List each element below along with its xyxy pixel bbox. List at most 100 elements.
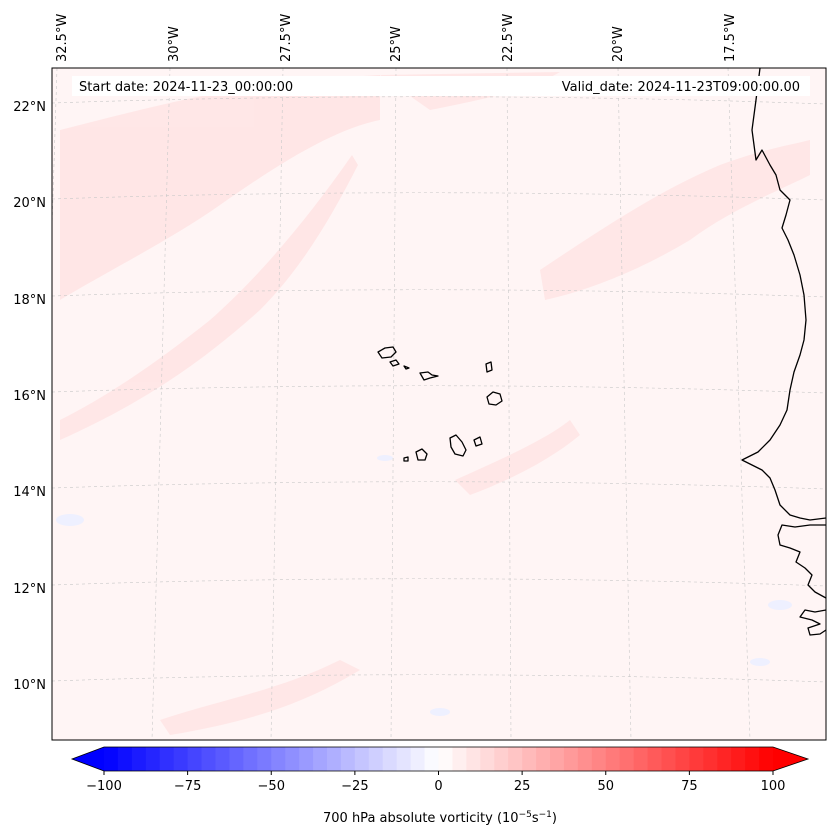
colorbar-tick-label: 25 [514, 779, 531, 794]
colorbar-title-main: 700 hPa absolute vorticity (10 [323, 811, 519, 826]
coastlines [377, 68, 826, 636]
negative-vorticity-spots [56, 455, 792, 716]
colorbar-bin [619, 747, 635, 771]
colorbar-bin [550, 747, 565, 771]
vorticity-band-east [540, 140, 810, 300]
colorbar-bin [731, 747, 746, 771]
africa-coastline-south [777, 524, 826, 599]
colorbar-title: 700 hPa absolute vorticity (10−5s−1) [323, 810, 557, 826]
vorticity-band-south [160, 660, 360, 735]
parallel-line [52, 481, 826, 490]
colorbar-bin [104, 747, 119, 771]
colorbar-ticks: −100 −75 −50 −25 0 25 50 75 100 [86, 771, 785, 794]
lon-label: 20°W [611, 26, 626, 62]
colorbar-bin [173, 747, 189, 771]
parallel-line [52, 192, 826, 201]
meridian-line [727, 68, 751, 740]
map-panel [52, 68, 826, 740]
lat-label: 10°N [13, 678, 46, 693]
colorbar-tick-label: 0 [434, 779, 442, 794]
island-santo-antao [377, 346, 397, 359]
vorticity-band-center [455, 420, 580, 495]
colorbar-bin [313, 747, 328, 771]
colorbar-tick-label: −75 [174, 779, 201, 794]
colorbar-bin [703, 747, 718, 771]
colorbar-bin [299, 747, 314, 771]
colorbar-bin [159, 747, 175, 771]
colorbar-bin [480, 747, 495, 771]
header-band [72, 76, 810, 96]
colorbar-bin [494, 747, 509, 771]
island-sao-vicente [389, 359, 400, 367]
lon-label: 32.5°W [55, 14, 70, 62]
island-santiago [449, 434, 467, 457]
colorbar-bin [382, 747, 398, 771]
colorbar-bin [368, 747, 384, 771]
negative-spot [377, 455, 393, 461]
colorbar-bin [522, 747, 537, 771]
colorbar-bin [396, 747, 412, 771]
colorbar-bin [354, 747, 370, 771]
colorbar-bin [438, 747, 453, 771]
coast-detail [799, 609, 826, 636]
colorbar-bin [675, 747, 690, 771]
colorbar-bin [201, 747, 216, 771]
colorbar-tick-label: −50 [258, 779, 285, 794]
lat-label: 16°N [13, 389, 46, 404]
vorticity-band-diagonal [60, 155, 358, 440]
colorbar-bin [591, 747, 607, 771]
parallel-line [52, 674, 826, 683]
colorbar-bin [536, 747, 551, 771]
colorbar-bin [243, 747, 258, 771]
island-sao-nicolau [419, 371, 439, 381]
colorbar-title-mid: s [532, 811, 539, 826]
colorbar-tick-label: −100 [86, 779, 122, 794]
colorbar-extend-min [72, 747, 104, 771]
longitude-labels: 32.5°W 30°W 27.5°W 25°W 22.5°W 20°W 17.5… [55, 14, 738, 62]
colorbar-bin [257, 747, 272, 771]
negative-spot [750, 658, 770, 666]
colorbar-bin [508, 747, 523, 771]
lat-label: 20°N [13, 196, 46, 211]
colorbar-bin [466, 747, 481, 771]
graticule [52, 68, 826, 740]
colorbar-bin [229, 747, 244, 771]
parallel-line [52, 289, 826, 298]
vorticity-band-north [60, 75, 380, 300]
colorbar-tick-label: 100 [761, 779, 786, 794]
colorbar-bin [271, 747, 286, 771]
meridian-line [270, 68, 284, 740]
parallel-line [52, 385, 826, 394]
island-santa-luzia [403, 365, 410, 370]
colorbar-tick-label: 50 [597, 779, 614, 794]
africa-coastline [741, 68, 826, 521]
colorbar-bin [131, 747, 147, 771]
colorbar-title-exp2: −1 [539, 810, 552, 820]
meridian-line [151, 68, 171, 740]
island-sal [485, 361, 493, 373]
colorbar-bin [117, 747, 133, 771]
colorbar-bin [605, 747, 621, 771]
colorbar-title-exp1: −5 [519, 810, 532, 820]
lon-label: 27.5°W [279, 14, 294, 62]
meridian-line [506, 68, 512, 740]
colorbar-title-end: ) [552, 811, 557, 826]
negative-spot [430, 708, 450, 716]
island-boa-vista [486, 391, 503, 406]
lat-label: 12°N [13, 582, 46, 597]
valid-date-label: Valid_date: 2024-11-23T09:00:00.00 [562, 80, 800, 95]
colorbar-bins [104, 747, 774, 771]
colorbar-tick-label: 75 [681, 779, 698, 794]
lat-label: 18°N [13, 293, 46, 308]
colorbar-bin [340, 747, 356, 771]
colorbar-bin [327, 747, 342, 771]
lon-label: 30°W [167, 26, 182, 62]
lon-label: 17.5°W [723, 14, 738, 62]
latitude-labels: 22°N 20°N 18°N 16°N 14°N 12°N 10°N [13, 100, 46, 693]
parallel-line [52, 96, 826, 105]
colorbar-bin [424, 747, 439, 771]
colorbar-tick-label: −25 [341, 779, 368, 794]
island-brava [403, 456, 409, 462]
island-maio [473, 436, 483, 447]
meridian-line [390, 68, 397, 740]
